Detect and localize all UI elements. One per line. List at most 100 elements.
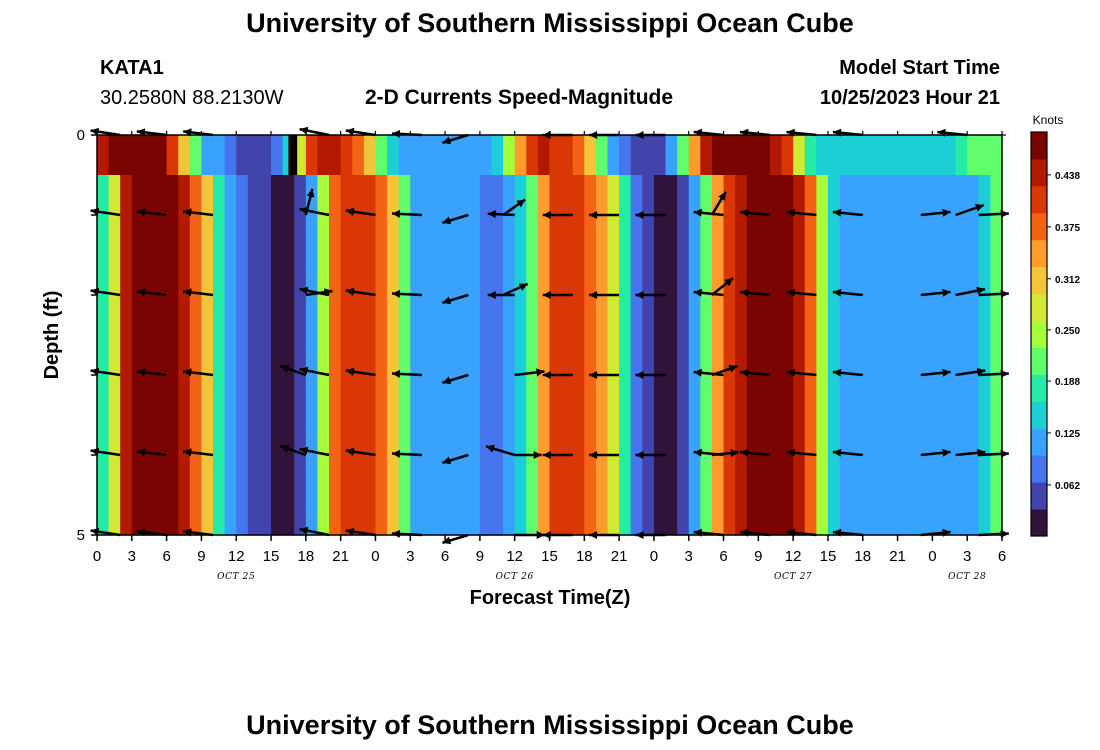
heatmap-cell — [433, 255, 446, 296]
heatmap-cell — [143, 455, 156, 496]
heatmap-cell — [445, 495, 458, 536]
vector-head — [306, 188, 315, 198]
heatmap-cell — [363, 255, 377, 296]
heatmap-cell — [178, 455, 191, 496]
heatmap-cell — [201, 255, 214, 296]
heatmap-cell — [607, 295, 620, 336]
heatmap-cell — [329, 495, 342, 536]
heatmap-cell — [247, 215, 261, 256]
heatmap-cell — [468, 415, 481, 456]
colorbar-segment — [1031, 374, 1047, 402]
heatmap-cell — [874, 415, 887, 456]
heatmap-cell — [363, 215, 377, 256]
heatmap-cell — [619, 295, 632, 336]
heatmap-cell — [491, 495, 504, 536]
heatmap-cell — [514, 295, 527, 336]
heatmap-cell — [851, 175, 864, 216]
current-vector — [442, 293, 469, 305]
heatmap-cell — [120, 175, 133, 216]
heatmap-cell — [746, 335, 759, 376]
heatmap-cell — [642, 175, 655, 216]
heatmap-cell — [108, 295, 121, 336]
heatmap-cell — [131, 335, 145, 376]
current-vector — [345, 447, 376, 457]
heatmap-cell — [561, 135, 574, 176]
heatmap-cell — [120, 135, 133, 176]
vector-head — [635, 371, 644, 379]
heatmap-cell — [932, 495, 945, 536]
heatmap-cell — [793, 375, 806, 416]
heatmap-cell — [189, 295, 203, 336]
heatmap-cell — [874, 175, 887, 216]
current-vector — [299, 446, 330, 457]
heatmap-cell — [387, 175, 400, 216]
heatmap-cell — [503, 135, 516, 176]
heatmap-cell — [723, 295, 736, 336]
heatmap-cell — [967, 375, 980, 416]
day-label: OCT 25 — [217, 572, 255, 582]
heatmap-cell — [804, 255, 817, 296]
heatmap-cell — [329, 455, 342, 496]
heatmap-cell — [746, 215, 759, 256]
heatmap-cell — [445, 175, 458, 216]
vector-head — [299, 366, 309, 375]
heatmap-cell — [885, 455, 899, 496]
heatmap-cell — [294, 175, 307, 216]
current-vector — [786, 208, 817, 217]
current-vector — [542, 291, 573, 299]
heatmap-cell — [932, 375, 945, 416]
heatmap-cell — [491, 295, 504, 336]
heatmap-cell — [769, 495, 783, 536]
heatmap-cell — [97, 215, 110, 256]
heatmap-cell — [700, 295, 713, 336]
heatmap-cell — [445, 135, 458, 176]
heatmap-cell — [920, 455, 933, 496]
heatmap-cell — [653, 455, 667, 496]
vector-head — [786, 448, 795, 457]
heatmap-cell — [943, 415, 957, 456]
heatmap-cell — [816, 335, 829, 376]
heatmap-cell — [955, 375, 968, 416]
current-vector — [299, 366, 330, 377]
heatmap-cell — [897, 495, 910, 536]
heatmap-cell — [967, 495, 980, 536]
heatmap-cell — [932, 135, 945, 176]
heatmap-cell — [584, 135, 597, 176]
heatmap-cell — [294, 215, 307, 256]
heatmap-cell — [479, 175, 493, 216]
vector-head — [740, 448, 749, 457]
heatmap-cell — [642, 455, 655, 496]
heatmap-cell — [329, 375, 342, 416]
heatmap-cell — [247, 415, 261, 456]
heatmap-cell — [642, 375, 655, 416]
heatmap-cell — [735, 175, 748, 216]
colorbar-segment — [1031, 428, 1047, 456]
heatmap-cell — [143, 295, 156, 336]
current-vector — [635, 451, 666, 459]
heatmap-cell — [839, 135, 852, 176]
heatmap-cell — [271, 375, 284, 416]
heatmap-cell — [920, 215, 933, 256]
heatmap-cell — [851, 415, 864, 456]
heatmap-cell — [375, 215, 388, 256]
heatmap-cell — [363, 295, 377, 336]
heatmap-cell — [735, 135, 748, 176]
heatmap-cell — [340, 415, 353, 456]
heatmap-cell — [468, 455, 481, 496]
heatmap-cell — [769, 415, 783, 456]
vector-head — [299, 446, 309, 455]
heatmap-cell — [688, 215, 701, 256]
heatmap-cell — [537, 175, 551, 216]
colorbar-segment — [1031, 347, 1047, 375]
heatmap-cell — [572, 175, 585, 216]
heatmap-cell — [213, 335, 226, 376]
heatmap-cell — [178, 175, 191, 216]
vector-head — [832, 448, 842, 457]
heatmap-cell — [363, 415, 377, 456]
heatmap-cell — [874, 375, 887, 416]
heatmap-cell — [155, 175, 168, 216]
heatmap-cell — [874, 335, 887, 376]
vector-head — [345, 367, 355, 376]
heatmap-cell — [387, 295, 400, 336]
heatmap-cell — [769, 335, 783, 376]
